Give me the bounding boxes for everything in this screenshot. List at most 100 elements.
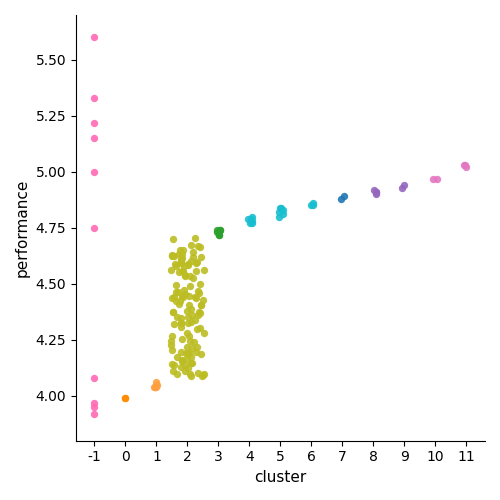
Point [170, 320, 178, 328]
Point [172, 282, 180, 290]
Point [214, 228, 222, 236]
Point [184, 350, 192, 358]
Point [194, 368, 202, 376]
Point [190, 248, 198, 256]
Point [178, 267, 186, 275]
Point [90, 224, 98, 232]
Point [169, 308, 177, 316]
Point [170, 361, 177, 369]
Point [214, 228, 222, 236]
Point [194, 308, 202, 316]
Point [198, 372, 205, 380]
Point [190, 338, 198, 346]
Point [372, 188, 380, 196]
Point [184, 262, 192, 270]
Point [192, 348, 200, 356]
Point [151, 383, 159, 391]
Point [178, 292, 186, 300]
Point [168, 332, 176, 340]
Point [460, 161, 468, 169]
Point [152, 383, 160, 391]
Point [188, 344, 196, 352]
Point [188, 312, 196, 320]
Point [168, 346, 176, 354]
Point [196, 350, 204, 358]
Point [190, 253, 198, 261]
Point [90, 398, 98, 406]
Point [176, 323, 184, 331]
Point [182, 367, 190, 375]
Point [181, 272, 189, 280]
Point [178, 256, 186, 264]
Point [248, 220, 256, 228]
Point [172, 288, 180, 296]
Point [194, 242, 202, 250]
Point [194, 290, 202, 298]
Point [196, 300, 204, 308]
Point [214, 230, 222, 238]
Point [168, 337, 175, 345]
Point [196, 243, 203, 251]
Point [168, 294, 176, 302]
Point [186, 370, 194, 378]
Point [90, 34, 98, 42]
Point [172, 262, 179, 270]
Point [178, 357, 186, 365]
Point [177, 363, 185, 371]
Point [199, 296, 207, 304]
Point [184, 260, 192, 268]
Point [191, 234, 199, 242]
Point [178, 250, 186, 258]
Point [216, 230, 224, 238]
Point [186, 282, 194, 290]
Point [306, 202, 314, 209]
Point [177, 255, 185, 263]
Point [174, 268, 182, 276]
Point [278, 210, 286, 218]
Point [90, 94, 98, 102]
Point [175, 300, 183, 308]
Point [430, 174, 438, 182]
Point [177, 314, 185, 322]
Point [279, 206, 287, 214]
Point [248, 212, 256, 220]
Point [185, 332, 193, 340]
Point [182, 348, 190, 356]
Point [276, 204, 284, 212]
Point [192, 342, 200, 350]
Point [188, 352, 196, 360]
Point [194, 311, 202, 319]
Point [178, 334, 186, 342]
Point [174, 288, 182, 296]
Point [192, 259, 200, 267]
Point [173, 353, 181, 361]
Point [372, 190, 380, 198]
Point [370, 186, 378, 194]
Point [180, 360, 188, 368]
Point [166, 342, 174, 349]
Point [198, 302, 205, 310]
Point [167, 266, 175, 274]
Point [180, 262, 188, 270]
Point [274, 208, 282, 216]
Point [216, 226, 224, 234]
Point [372, 188, 380, 196]
Point [198, 371, 206, 379]
Point [200, 266, 208, 274]
Point [184, 330, 192, 338]
Point [461, 161, 469, 169]
Point [172, 312, 180, 320]
Point [90, 168, 98, 176]
Point [184, 364, 192, 372]
Point [196, 280, 204, 288]
Point [188, 274, 196, 282]
Point [191, 292, 199, 300]
Point [277, 204, 285, 212]
Point [191, 316, 199, 324]
Point [192, 267, 200, 275]
Point [182, 356, 190, 364]
Point [187, 318, 195, 326]
Point [197, 253, 205, 261]
Point [194, 288, 202, 296]
Point [170, 252, 177, 260]
